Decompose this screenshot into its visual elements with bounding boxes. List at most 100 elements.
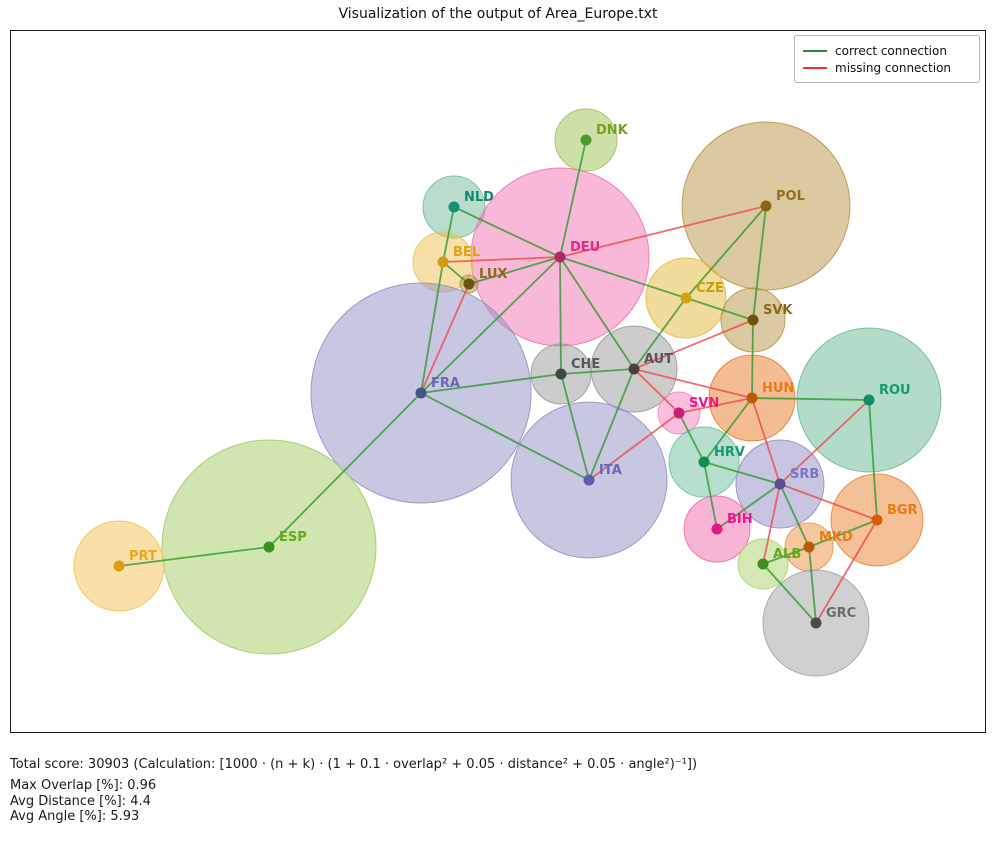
node-dot-DEU <box>554 251 566 263</box>
node-dot-DNK <box>580 134 592 146</box>
node-label-ESP: ESP <box>279 530 307 545</box>
edge-HRV-SRB-correct <box>703 461 781 485</box>
legend-label-missing: missing connection <box>835 60 952 75</box>
edge-HRV-BIH-correct <box>703 461 718 530</box>
bubble-network-chart: DNK NLD DEU BEL LUX POL CZE SVK CHE AUT FRA ITA SVN H… <box>73 108 942 677</box>
edge-DEU-LUX-correct <box>468 256 561 285</box>
node-label-SRB: SRB <box>790 467 819 482</box>
node-label-DEU: DEU <box>570 240 600 255</box>
edge-AUT-SVN-missing <box>633 368 680 414</box>
edge-SVN-HRV-correct <box>678 412 705 463</box>
edge-HUN-ROU-correct <box>751 397 870 401</box>
edge-CZE-SVK-correct <box>685 297 754 321</box>
missing-connection-line-icon <box>803 66 827 69</box>
legend-label-correct: correct connection <box>835 43 947 58</box>
edge-BGR-GRC-missing <box>815 519 878 624</box>
node-dot-FRA <box>415 387 427 399</box>
edge-SVN-ITA-missing <box>588 412 680 481</box>
edge-ESP-PRT-correct <box>118 546 270 567</box>
edge-HUN-SRB-missing <box>751 397 781 485</box>
edge-POL-SVK-correct <box>752 205 767 321</box>
node-dot-MKD <box>803 541 815 553</box>
edge-SRB-MKD-correct <box>779 483 810 548</box>
edge-DEU-DNK-correct <box>559 139 587 258</box>
node-label-DNK: DNK <box>596 123 629 138</box>
edge-DEU-FRA-correct <box>420 256 561 394</box>
node-dot-HUN <box>746 392 758 404</box>
avg-angle-line: Avg Angle [%]: 5.93 <box>10 809 140 824</box>
edge-DEU-BEL-missing <box>442 256 561 263</box>
edge-DEU-NLD-correct <box>453 206 561 258</box>
edge-SVN-HUN-missing <box>678 397 753 414</box>
edge-CZE-AUT-correct <box>633 297 687 370</box>
node-label-MKD: MKD <box>819 530 853 545</box>
node-label-CHE: CHE <box>571 357 600 372</box>
node-label-SVK: SVK <box>763 303 793 318</box>
node-dot-BIH <box>711 523 723 535</box>
node-label-ALB: ALB <box>773 547 801 562</box>
legend-item-missing: missing connection <box>803 59 969 76</box>
node-dot-HRV <box>698 456 710 468</box>
node-label-AUT: AUT <box>644 352 673 367</box>
node-dot-PRT <box>113 560 125 572</box>
max-overlap-line: Max Overlap [%]: 0.96 <box>10 778 157 793</box>
edge-BEL-LUX-correct <box>442 261 470 285</box>
edge-MKD-BGR-correct <box>808 519 878 548</box>
node-dot-ESP <box>263 541 275 553</box>
edge-SVK-HUN-correct <box>751 319 754 399</box>
node-label-CZE: CZE <box>696 281 724 296</box>
plot-title: Visualization of the output of Area_Euro… <box>338 6 658 22</box>
edge-ALB-GRC-correct <box>762 563 817 624</box>
node-dot-BEL <box>437 256 449 268</box>
edge-DEU-CHE-correct <box>559 256 562 375</box>
node-dot-SVK <box>747 314 759 326</box>
edge-LUX-FRA-missing <box>420 283 470 394</box>
node-label-GRC: GRC <box>826 606 856 621</box>
node-dot-LUX <box>463 278 475 290</box>
node-label-NLD: NLD <box>464 190 494 205</box>
node-dot-SVN <box>673 407 685 419</box>
edge-HUN-HRV-correct <box>703 397 753 463</box>
avg-distance-line: Avg Distance [%]: 4.4 <box>10 793 151 809</box>
node-label-BEL: BEL <box>453 245 480 260</box>
edge-AUT-ITA-correct <box>588 368 635 481</box>
edge-SRB-BGR-missing <box>779 483 878 521</box>
edge-DEU-AUT-correct <box>559 256 635 370</box>
edge-ROU-BGR-correct <box>868 399 878 521</box>
edge-FRA-ITA-correct <box>420 392 590 481</box>
edge-NLD-BEL-correct <box>442 206 455 263</box>
edge-AUT-SVK-missing <box>633 319 754 370</box>
edge-ROU-SRB-missing <box>779 399 870 485</box>
correct-connection-line-icon <box>803 49 827 52</box>
edge-MKD-GRC-correct <box>808 546 817 624</box>
node-dot-GRC <box>810 617 822 629</box>
edge-SRB-ALB-missing <box>762 483 781 565</box>
edge-CHE-ITA-correct <box>560 373 590 481</box>
edge-CHE-FRA-correct <box>420 373 562 394</box>
edge-CZE-POL-correct <box>685 205 767 299</box>
edge-DEU-POL-missing <box>559 205 767 258</box>
node-label-BIH: BIH <box>727 512 753 527</box>
node-label-HRV: HRV <box>714 445 745 460</box>
edge-DEU-CZE-correct <box>559 256 687 299</box>
node-label-SVN: SVN <box>689 396 719 411</box>
node-dot-NLD <box>448 201 460 213</box>
node-dot-POL <box>760 200 772 212</box>
node-label-ITA: ITA <box>599 463 622 478</box>
node-dot-AUT <box>628 363 640 375</box>
node-label-HUN: HUN <box>762 381 794 396</box>
node-label-ROU: ROU <box>879 383 911 398</box>
node-dot-ROU <box>863 394 875 406</box>
node-dot-SRB <box>774 478 786 490</box>
node-dot-ITA <box>583 474 595 486</box>
node-label-BGR: BGR <box>887 503 918 518</box>
total-score-line: Total score: 30903 (Calculation: [1000 ·… <box>10 757 698 772</box>
edge-FRA-ESP-correct <box>268 392 422 548</box>
plot-area: DNK NLD DEU BEL LUX POL CZE SVK CHE AUT FRA ITA SVN H… <box>10 30 986 733</box>
score-summary: Total score: 30903 (Calculation: [1000 ·… <box>10 757 697 825</box>
node-dot-CHE <box>555 368 567 380</box>
edge-BEL-FRA-correct <box>420 261 444 394</box>
node-label-FRA: FRA <box>431 376 460 391</box>
node-label-LUX: LUX <box>479 267 507 282</box>
